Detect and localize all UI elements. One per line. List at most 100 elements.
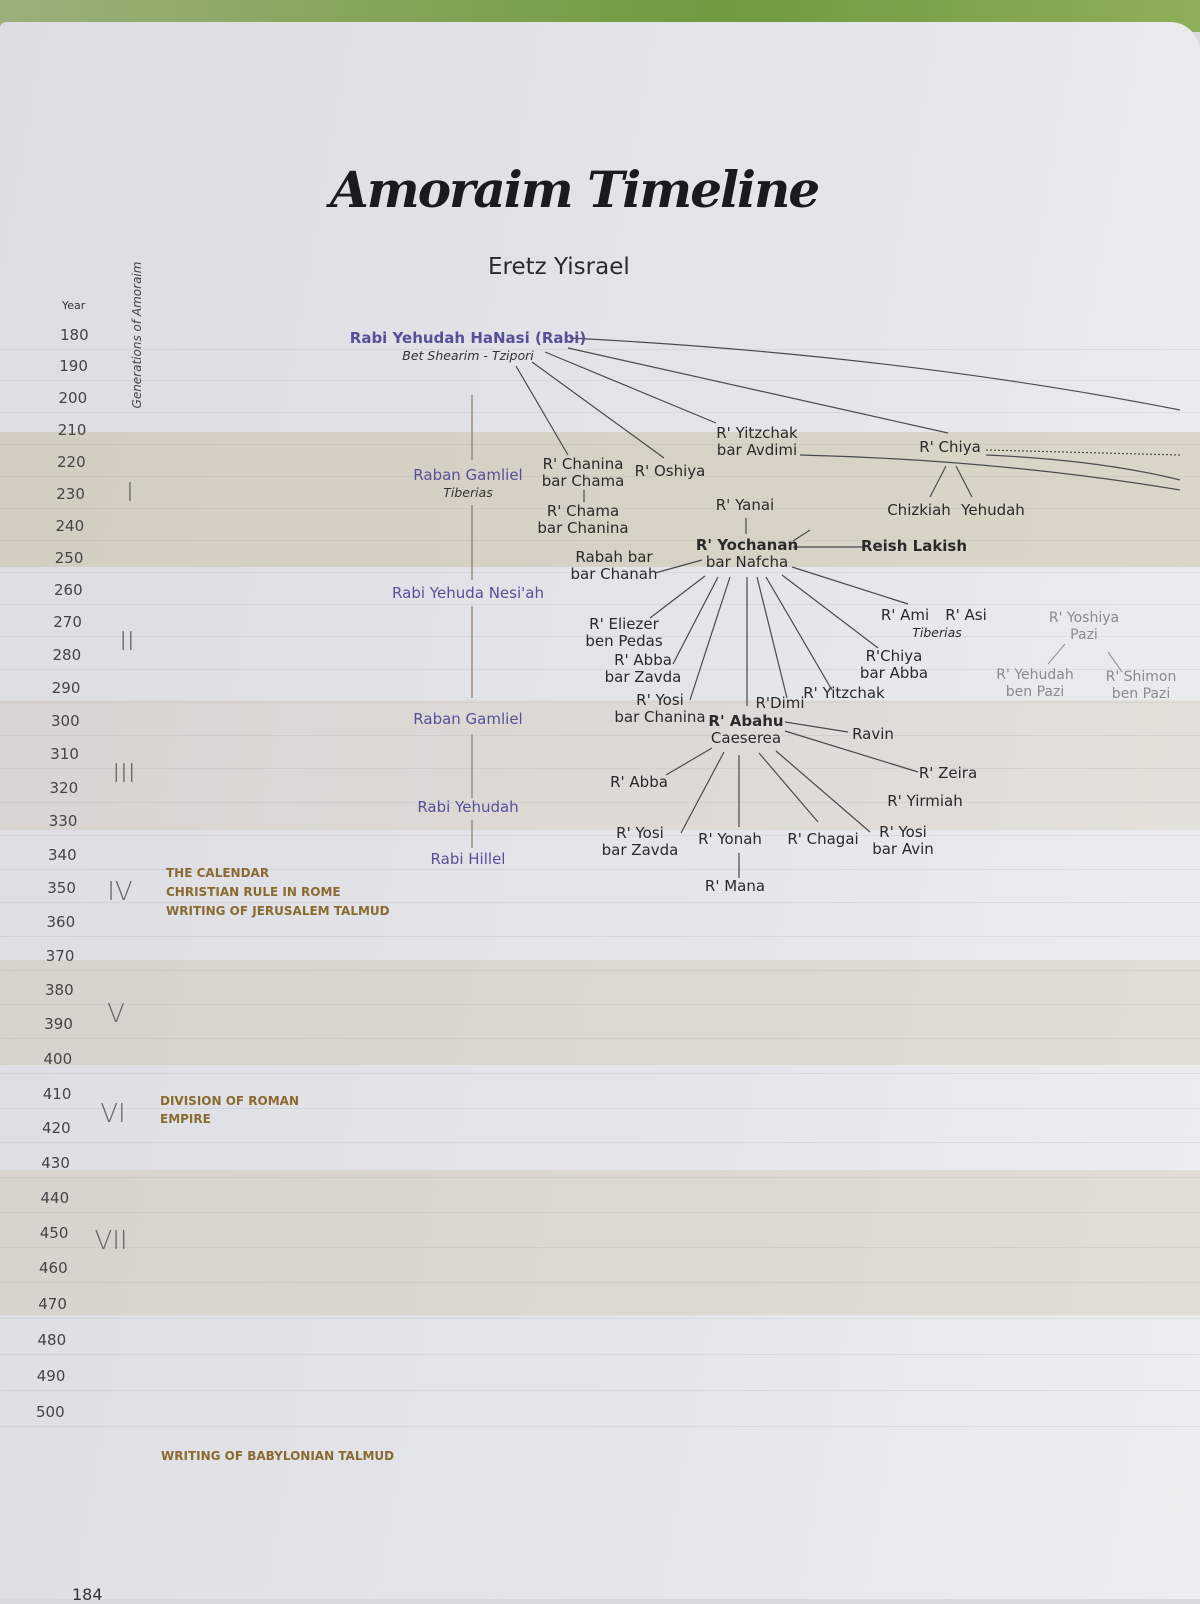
- year-rule: [0, 1282, 1200, 1283]
- year-rule: [0, 572, 1200, 573]
- year-tick: 280: [52, 646, 82, 664]
- node-chiya: R' Chiya: [919, 438, 981, 456]
- node-detail: ben Pedas: [585, 632, 663, 650]
- node-yochanan: R' Yochanan bar Nafcha: [696, 537, 798, 571]
- node-asi: R' Asi: [945, 606, 987, 624]
- node-detail: Caeserea: [710, 729, 782, 747]
- node-raban-gamliel-2: Raban Gamliel: [413, 710, 523, 728]
- generation-label: V: [107, 999, 125, 1029]
- node-yitzchak-bar-avdimi: R' Yitzchak bar Avdimi: [716, 425, 798, 459]
- node-name: R' Chanina: [542, 455, 624, 473]
- event-item: CHRISTIAN RULE IN ROME: [166, 885, 341, 899]
- node-rabi-yehudah: Rabi Yehudah: [417, 798, 519, 816]
- node-yosi-bar-avin: R' Yosi bar Avin: [872, 824, 934, 858]
- node-place: Bet Shearim - Tzipori: [402, 348, 534, 363]
- node-chiya-bar-abba: R'Chiya bar Abba: [860, 648, 928, 682]
- line-yochanan-yosi-bar-chanina: [689, 576, 731, 701]
- year-tick: 300: [51, 712, 80, 730]
- line-rabi-oshiya: [531, 361, 665, 459]
- year-rule: [0, 1142, 1200, 1143]
- year-rule: [0, 768, 1200, 769]
- line-yoshiya-yehudah: [1047, 643, 1066, 665]
- year-rule: [0, 702, 1200, 703]
- node-chama-bar-chanina: R' Chama bar Chanina: [537, 503, 628, 537]
- line-rabi-chiya: [567, 347, 949, 434]
- node-name: Rabah bar: [575, 548, 653, 566]
- node-shimon-ben-pazi: R' Shimon ben Pazi: [1106, 669, 1177, 703]
- year-rule: [0, 902, 1200, 903]
- year-rule: [0, 1318, 1200, 1319]
- line-yoshiya-shimon: [1107, 651, 1123, 673]
- generation-band: [0, 700, 1200, 830]
- event-list-gen4: THE CALENDAR CHRISTIAN RULE IN ROME WRIT…: [166, 864, 390, 921]
- line-rabah-yochanan: [654, 559, 703, 574]
- line-avdimi-offpage: [799, 454, 1181, 491]
- year-tick: 180: [60, 326, 89, 344]
- node-name: R' Abahu: [708, 712, 784, 730]
- year-axis-label: Year: [62, 299, 86, 312]
- year-tick: 220: [57, 453, 86, 471]
- year-rule: [0, 802, 1200, 803]
- node-detail: bar Avdimi: [716, 441, 798, 459]
- year-rule: [0, 1247, 1200, 1248]
- year-rule: [0, 869, 1200, 870]
- year-tick: 230: [56, 485, 85, 503]
- year-tick: 330: [48, 812, 78, 830]
- node-yonah: R' Yonah: [698, 830, 762, 848]
- line-yochanan-dimi: [756, 576, 788, 699]
- generation-band: [0, 960, 1200, 1065]
- node-yoshiya: R' Yoshiya Pazi: [1049, 610, 1119, 644]
- year-tick: 380: [45, 981, 74, 999]
- event-list-gen6: DIVISION OF ROMAN EMPIRE: [160, 1092, 299, 1128]
- node-mana: R' Mana: [704, 877, 766, 895]
- year-rule: [0, 1004, 1200, 1005]
- year-rule: [0, 1108, 1200, 1109]
- node-detail: bar Chama: [541, 472, 625, 490]
- node-detail: Pazi: [1070, 627, 1098, 643]
- generation-label: II: [119, 627, 135, 657]
- node-name: R' Yosi: [879, 823, 927, 841]
- node-ami: R' Ami: [880, 606, 930, 624]
- node-name: R' Shimon: [1105, 669, 1177, 685]
- node-detail: bar Chanina: [614, 708, 706, 726]
- node-yosi-bar-chanina: R' Yosi bar Chanina: [614, 692, 705, 726]
- line-abahu-zeira: [784, 730, 919, 773]
- node-name: Rabi Yehudah HaNasi (Rabi): [349, 329, 587, 347]
- node-name: Raban Gamliel: [413, 466, 523, 484]
- line-yochanan-reish-lakish: [792, 529, 811, 542]
- year-rule: [0, 604, 1200, 605]
- line-chiya-offpage-dotted: [985, 449, 1181, 456]
- line-abahu-yosi-bar-zavda: [680, 751, 725, 834]
- year-rule: [0, 1212, 1200, 1213]
- year-tick: 440: [40, 1189, 70, 1207]
- line-abahu-ravin: [784, 721, 849, 733]
- year-tick: 370: [45, 947, 75, 965]
- node-abba: R' Abba: [610, 773, 668, 791]
- year-tick: 250: [54, 549, 84, 567]
- node-raban-gamliel: Raban Gamliel Tiberias: [413, 467, 522, 501]
- year-tick: 470: [38, 1295, 67, 1313]
- node-zeira: R' Zeira: [918, 764, 978, 782]
- node-detail: ben Pazi: [1005, 684, 1065, 700]
- node-yehudah: Yehudah: [961, 501, 1025, 519]
- line-chiya-chizkiah: [929, 465, 947, 498]
- node-name: R' Yoshiya: [1048, 610, 1120, 626]
- line-yochanan-abba-bar-zavda: [672, 576, 719, 665]
- year-rule: [0, 1073, 1200, 1074]
- node-eliezer-ben-pedas: R' Eliezer ben Pedas: [585, 616, 662, 650]
- year-tick: 350: [47, 879, 76, 897]
- node-name: R'Chiya: [865, 647, 923, 665]
- node-detail: bar Nafcha: [705, 553, 789, 571]
- line-chiya-yehudah: [955, 465, 973, 498]
- year-tick: 240: [55, 517, 85, 535]
- node-rabah-bar-bar-chanah: Rabah bar bar Chanah: [570, 549, 657, 583]
- year-tick: 420: [42, 1119, 71, 1137]
- node-name: R' Yosi: [616, 824, 664, 842]
- node-name: R' Eliezer: [589, 615, 659, 633]
- node-name: R' Yosi: [636, 691, 684, 709]
- year-rule: [0, 508, 1200, 509]
- year-rule: [0, 349, 1200, 350]
- line-rabi-chanina: [515, 365, 569, 456]
- year-tick: 200: [58, 389, 88, 407]
- node-detail: bar Abba: [859, 664, 929, 682]
